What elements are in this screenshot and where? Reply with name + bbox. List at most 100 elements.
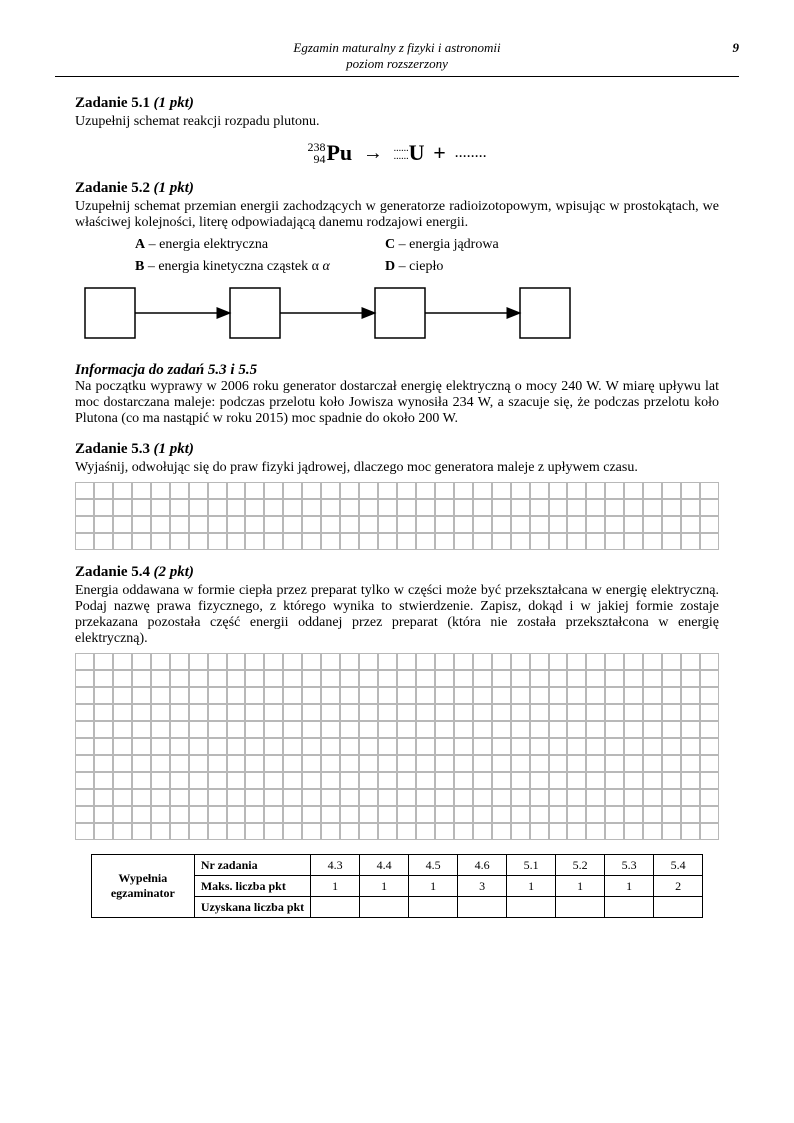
grid-cell	[94, 823, 113, 840]
grid-cell	[151, 653, 170, 670]
grid-cell	[586, 704, 605, 721]
grid-cell	[473, 806, 492, 823]
grid-cell	[132, 499, 151, 516]
grid-cell	[492, 721, 511, 738]
grid-cell	[302, 789, 321, 806]
grid-cell	[208, 721, 227, 738]
grid-cell	[662, 823, 681, 840]
grid-cell	[113, 721, 132, 738]
grid-cell	[189, 721, 208, 738]
grid-cell	[473, 653, 492, 670]
grid-cell	[113, 516, 132, 533]
grid-cell	[245, 499, 264, 516]
grid-cell	[416, 772, 435, 789]
grid-cell	[605, 789, 624, 806]
grid-cell	[151, 738, 170, 755]
grid-cell	[208, 704, 227, 721]
grid-cell	[378, 516, 397, 533]
grid-cell	[567, 806, 586, 823]
grid-cell	[530, 499, 549, 516]
examiner-cell	[654, 897, 703, 918]
grid-cell	[208, 789, 227, 806]
grid-cell	[340, 533, 359, 550]
grid-cell	[94, 687, 113, 704]
grid-cell	[435, 516, 454, 533]
grid-cell	[662, 670, 681, 687]
grid-cell	[132, 533, 151, 550]
grid-cell	[473, 789, 492, 806]
grid-cell	[586, 533, 605, 550]
grid-cell	[492, 533, 511, 550]
grid-cell	[321, 789, 340, 806]
grid-cell	[549, 806, 568, 823]
examiner-cell: 1	[605, 876, 654, 897]
grid-cell	[492, 670, 511, 687]
grid-cell	[245, 670, 264, 687]
grid-cell	[378, 806, 397, 823]
grid-cell	[662, 687, 681, 704]
grid-cell	[321, 806, 340, 823]
grid-cell	[473, 823, 492, 840]
grid-cell	[586, 482, 605, 499]
grid-cell	[283, 670, 302, 687]
grid-cell	[681, 670, 700, 687]
examiner-cell: 5.3	[605, 855, 654, 876]
grid-cell	[416, 823, 435, 840]
grid-cell	[340, 738, 359, 755]
grid-cell	[227, 755, 246, 772]
grid-cell	[549, 499, 568, 516]
grid-cell	[321, 670, 340, 687]
grid-cell	[227, 653, 246, 670]
grid-cell	[435, 738, 454, 755]
examiner-cell: 4.5	[409, 855, 458, 876]
grid-cell	[94, 670, 113, 687]
grid-cell	[245, 653, 264, 670]
grid-cell	[397, 738, 416, 755]
grid-cell	[473, 533, 492, 550]
examiner-cell: 1	[311, 876, 360, 897]
grid-cell	[208, 687, 227, 704]
grid-cell	[605, 482, 624, 499]
grid-cell	[492, 738, 511, 755]
grid-cell	[492, 823, 511, 840]
grid-cell	[170, 687, 189, 704]
grid-cell	[416, 789, 435, 806]
grid-cell	[189, 704, 208, 721]
grid-cell	[227, 499, 246, 516]
grid-cell	[170, 738, 189, 755]
examiner-cell: 4.3	[311, 855, 360, 876]
grid-cell	[567, 738, 586, 755]
grid-cell	[264, 670, 283, 687]
grid-cell	[245, 721, 264, 738]
grid-cell	[94, 721, 113, 738]
grid-cell	[151, 482, 170, 499]
grid-cell	[245, 482, 264, 499]
grid-cell	[511, 738, 530, 755]
examiner-row-label: Uzyskana liczba pkt	[194, 897, 310, 918]
grid-cell	[340, 806, 359, 823]
grid-cell	[170, 670, 189, 687]
grid-cell	[549, 755, 568, 772]
examiner-cell: 1	[409, 876, 458, 897]
grid-cell	[75, 755, 94, 772]
grid-cell	[227, 772, 246, 789]
grid-cell	[245, 806, 264, 823]
grid-cell	[586, 738, 605, 755]
grid-cell	[511, 704, 530, 721]
arrow-icon: →	[363, 142, 383, 164]
grid-cell	[492, 806, 511, 823]
page-header: Egzamin maturalny z fizyki i astronomii …	[55, 40, 739, 77]
grid-cell	[283, 482, 302, 499]
grid-cell	[302, 482, 321, 499]
grid-cell	[208, 806, 227, 823]
grid-cell	[700, 482, 719, 499]
grid-cell	[586, 516, 605, 533]
grid-cell	[416, 499, 435, 516]
grid-cell	[321, 653, 340, 670]
grid-cell	[530, 533, 549, 550]
grid-cell	[549, 533, 568, 550]
grid-cell	[170, 653, 189, 670]
grid-cell	[340, 755, 359, 772]
grid-cell	[662, 704, 681, 721]
grid-cell	[435, 806, 454, 823]
